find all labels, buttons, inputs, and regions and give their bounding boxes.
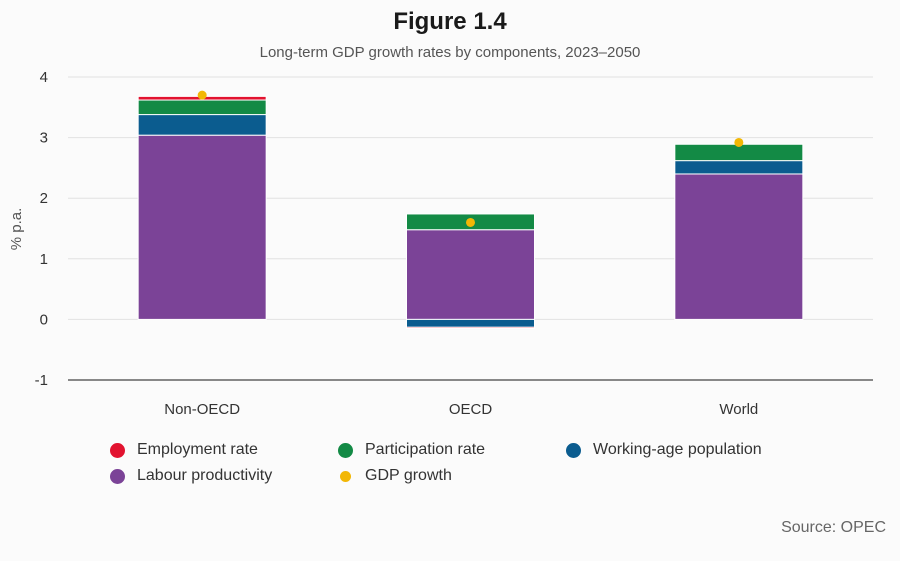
y-tick-label: -1 — [35, 372, 48, 389]
x-tick-label: OECD — [449, 401, 493, 418]
y-tick-label: 1 — [40, 251, 48, 268]
legend-label: Working-age population — [593, 441, 762, 458]
legend-label: Labour productivity — [137, 467, 273, 484]
gdp-growth-marker — [197, 90, 207, 100]
gdp-growth-marker — [466, 217, 475, 227]
chart-subtitle: Long-term GDP growth rates by components… — [259, 44, 641, 61]
x-tick-label: World — [719, 401, 758, 418]
legend-item-participation-rate[interactable]: Participation rate — [338, 440, 566, 460]
legend-swatch-employment-rate — [110, 442, 125, 458]
legend-swatch-working-age-population — [566, 442, 581, 458]
bar-segment — [137, 114, 267, 136]
stacked-bar-chart: -1 0 1 2 3 4 % p.a. Non-OECD OECD World — [8, 69, 873, 418]
legend-swatch-gdp-growth — [340, 470, 351, 482]
y-tick-label: 4 — [40, 69, 48, 86]
legend-item-gdp-growth[interactable]: GDP growth — [338, 466, 566, 486]
bar-segment — [674, 173, 804, 320]
chart-title: Figure 1.4 — [393, 8, 507, 35]
legend-item-labour-productivity[interactable]: Labour productivity — [110, 466, 338, 486]
chart-legend: Employment rate Participation rate Worki… — [110, 440, 810, 486]
y-tick-label: 0 — [40, 311, 48, 328]
y-tick-label: 2 — [40, 190, 48, 207]
legend-item-employment-rate[interactable]: Employment rate — [110, 440, 338, 460]
source-note: Source: OPEC — [781, 519, 886, 536]
bar-segment — [137, 99, 267, 116]
legend-label: Employment rate — [137, 441, 258, 458]
x-tick-label: Non-OECD — [164, 401, 240, 418]
y-axis-title: % p.a. — [8, 208, 25, 251]
legend-item-working-age-population[interactable]: Working-age population — [566, 440, 806, 460]
y-tick-label: 3 — [40, 130, 48, 147]
legend-label: GDP growth — [365, 467, 452, 484]
bar-segment — [674, 160, 804, 175]
legend-swatch-labour-productivity — [110, 468, 125, 484]
legend-swatch-participation-rate — [338, 442, 353, 458]
legend-label: Participation rate — [365, 441, 486, 458]
bar-segment — [137, 134, 267, 320]
gdp-growth-marker — [734, 137, 744, 147]
bar-segment — [406, 318, 535, 328]
bar-segment — [406, 326, 535, 329]
bar-segment — [406, 229, 535, 320]
